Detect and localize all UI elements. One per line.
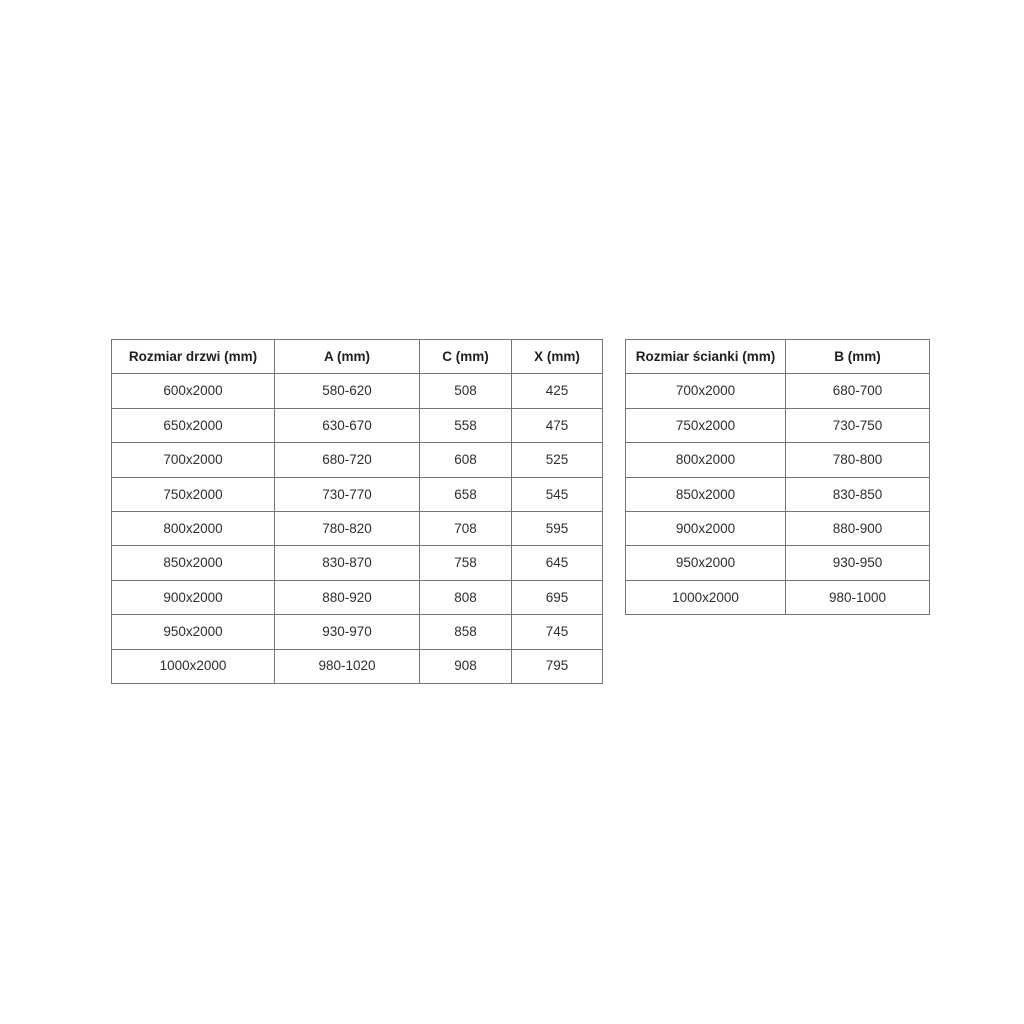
column-header: A (mm) [274,338,420,375]
table-cell: 658 [419,476,512,512]
table-cell: 950x2000 [111,614,275,650]
table-cell: 795 [511,648,603,684]
table-cell: 425 [511,373,603,409]
table-cell: 745 [511,614,603,650]
table-row: 650x2000 630-670 558 475 [111,407,603,444]
table-cell: 800x2000 [625,442,786,478]
table-row: 900x2000 880-920 808 695 [111,579,603,616]
table-cell: 730-750 [785,407,930,444]
table-cell: 908 [419,648,512,684]
table-cell: 930-970 [274,614,420,650]
wall-sizes-table: Rozmiar ścianki (mm) B (mm) 700x2000 680-70… [625,338,930,616]
table-cell: 508 [419,373,512,409]
table-cell: 900x2000 [625,510,786,547]
table-row: 950x2000 930-950 [625,545,930,581]
table-cell: 630-670 [274,407,420,444]
table-cell: 475 [511,407,603,444]
table-cell: 830-870 [274,545,420,581]
table-cell: 780-820 [274,510,420,547]
table-cell: 930-950 [785,545,930,581]
table-row: 1000x2000 980-1020 908 795 [111,648,603,684]
table-cell: 700x2000 [111,442,275,478]
column-header: Rozmiar ścianki (mm) [625,338,786,375]
table-cell: 645 [511,545,603,581]
door-sizes-table: Rozmiar drzwi (mm) A (mm) C (mm) X (mm) 600x… [111,338,603,684]
table-row: 850x2000 830-850 [625,476,930,512]
table-cell: 545 [511,476,603,512]
table-row: 750x2000 730-770 658 545 [111,476,603,512]
table-row: 800x2000 780-800 [625,442,930,478]
table-cell: 708 [419,510,512,547]
header-row: Rozmiar ścianki (mm) B (mm) [625,338,930,375]
table-cell: 900x2000 [111,579,275,616]
table-cell: 980-1020 [274,648,420,684]
table-cell: 800x2000 [111,510,275,547]
table-cell: 980-1000 [785,579,930,616]
table-cell: 700x2000 [625,373,786,409]
table-cell: 595 [511,510,603,547]
table-cell: 1000x2000 [625,579,786,616]
column-header: X (mm) [511,338,603,375]
table-row: 750x2000 730-750 [625,407,930,444]
table-row: 700x2000 680-720 608 525 [111,442,603,478]
table-cell: 580-620 [274,373,420,409]
table-row: 700x2000 680-700 [625,373,930,409]
table-cell: 730-770 [274,476,420,512]
table-row: 950x2000 930-970 858 745 [111,614,603,650]
table-cell: 880-900 [785,510,930,547]
table-row: 850x2000 830-870 758 645 [111,545,603,581]
column-header: B (mm) [785,338,930,375]
column-header: Rozmiar drzwi (mm) [111,338,275,375]
table-cell: 880-920 [274,579,420,616]
table-cell: 695 [511,579,603,616]
table-cell: 750x2000 [625,407,786,444]
table-cell: 650x2000 [111,407,275,444]
table-cell: 758 [419,545,512,581]
table-cell: 1000x2000 [111,648,275,684]
table-cell: 780-800 [785,442,930,478]
table-cell: 750x2000 [111,476,275,512]
table-cell: 600x2000 [111,373,275,409]
table-row: 600x2000 580-620 508 425 [111,373,603,409]
table-cell: 680-720 [274,442,420,478]
table-cell: 850x2000 [111,545,275,581]
table-cell: 858 [419,614,512,650]
table-row: 800x2000 780-820 708 595 [111,510,603,547]
table-cell: 950x2000 [625,545,786,581]
table-row: 900x2000 880-900 [625,510,930,547]
table-cell: 608 [419,442,512,478]
table-cell: 680-700 [785,373,930,409]
table-cell: 558 [419,407,512,444]
column-header: C (mm) [419,338,512,375]
table-cell: 830-850 [785,476,930,512]
table-cell: 850x2000 [625,476,786,512]
header-row: Rozmiar drzwi (mm) A (mm) C (mm) X (mm) [111,338,603,375]
table-row: 1000x2000 980-1000 [625,579,930,616]
table-cell: 525 [511,442,603,478]
table-cell: 808 [419,579,512,616]
